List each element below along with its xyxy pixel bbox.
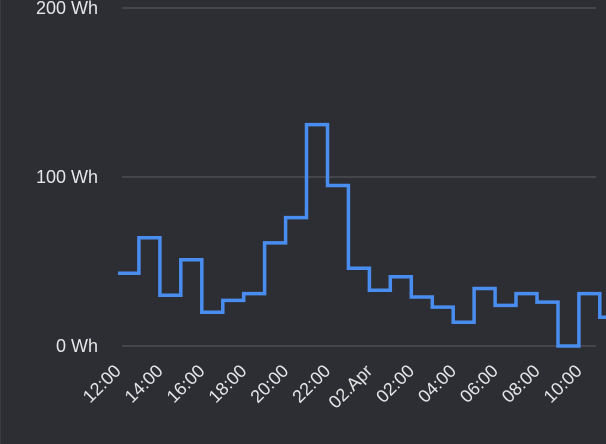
x-tick-label: 10:00 bbox=[540, 361, 586, 407]
x-tick-label: 02:00 bbox=[372, 361, 418, 407]
x-tick-label: 06:00 bbox=[456, 361, 502, 407]
grid-lines bbox=[122, 7, 596, 347]
x-tick-label: 12:00 bbox=[79, 361, 125, 407]
x-tick-label: 04:00 bbox=[414, 361, 460, 407]
x-tick-label: 08:00 bbox=[498, 361, 544, 407]
series-line-0 bbox=[118, 122, 606, 348]
x-tick-label: 02.Apr bbox=[325, 361, 377, 413]
x-tick-label: 18:00 bbox=[205, 361, 251, 407]
y-axis-ticks: 0 Wh 100 Wh 200 Wh bbox=[36, 0, 98, 356]
x-axis-ticks: 12:0014:0016:0018:0020:0022:0002.Apr02:0… bbox=[79, 361, 586, 413]
x-tick-label: 20:00 bbox=[246, 361, 292, 407]
y-tick-label: 100 Wh bbox=[36, 167, 98, 187]
x-tick-label: 16:00 bbox=[163, 361, 209, 407]
series-layer bbox=[118, 122, 606, 348]
x-tick-label: 14:00 bbox=[121, 361, 167, 407]
y-tick-label: 200 Wh bbox=[36, 0, 98, 18]
y-tick-label: 0 Wh bbox=[56, 336, 98, 356]
